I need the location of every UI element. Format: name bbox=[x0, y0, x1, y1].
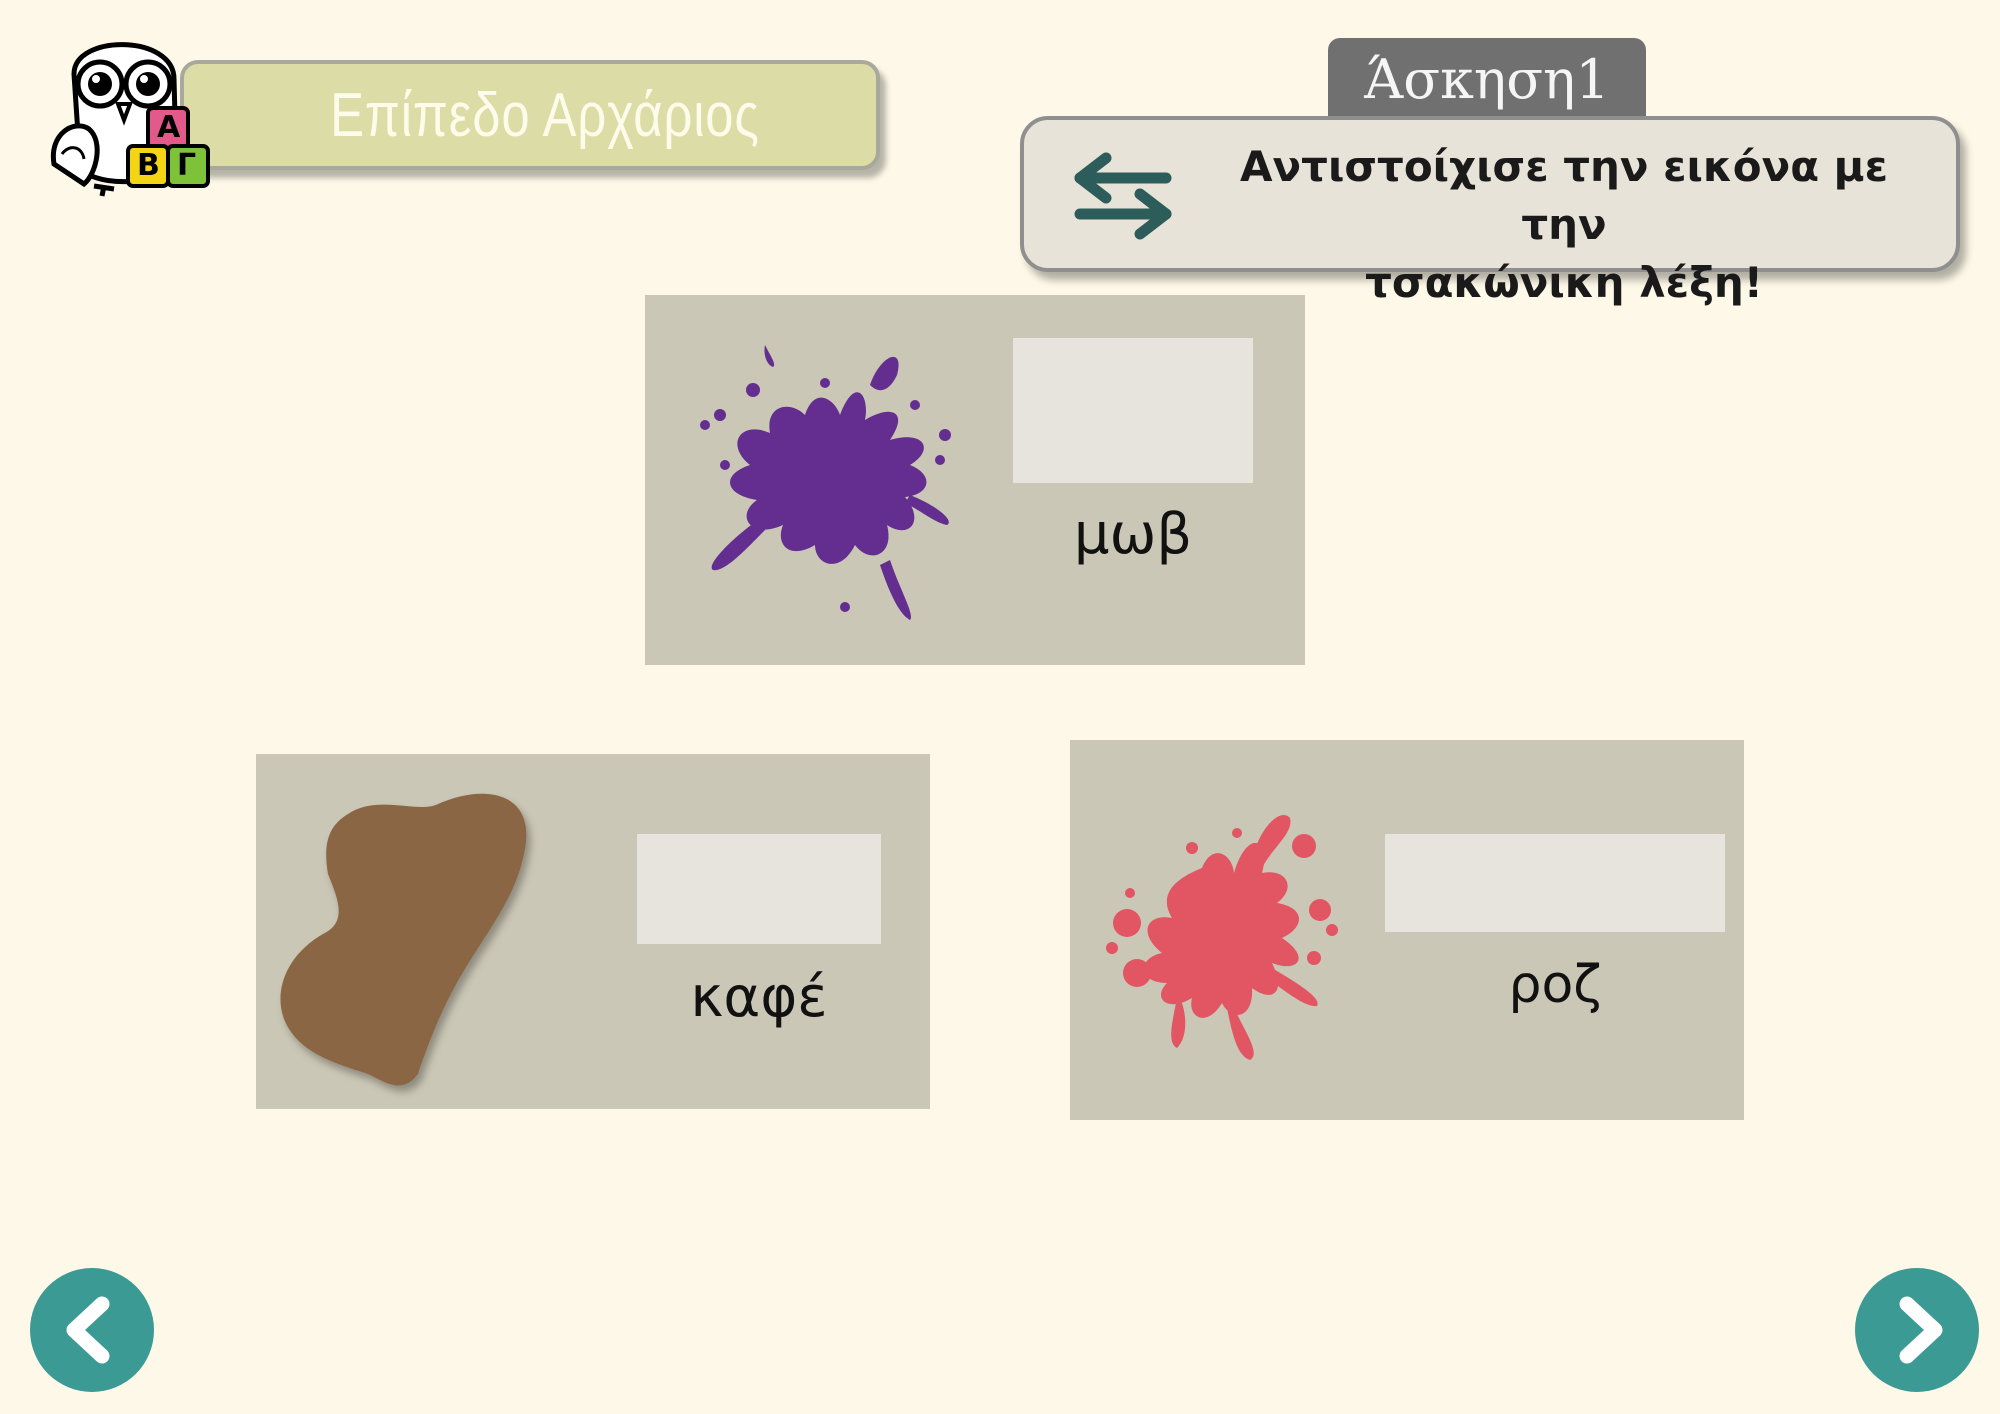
instruction-box: Αντιστοίχισε την εικόνα με την τσακώνικη… bbox=[1020, 116, 1960, 307]
instruction-line-2: τσακώνικη λέξη! bbox=[1365, 258, 1763, 307]
chevron-left-icon bbox=[66, 1296, 110, 1364]
next-button[interactable] bbox=[1855, 1268, 1979, 1392]
word-label-purple[interactable]: μωβ bbox=[1073, 502, 1193, 567]
block-letter-b: Β bbox=[137, 148, 160, 183]
block-letter-a: Α bbox=[157, 110, 181, 145]
drop-target-pink[interactable] bbox=[1385, 834, 1725, 932]
exercise-tab: Άσκηση1 bbox=[1328, 38, 1646, 120]
swap-arrows-icon bbox=[1068, 150, 1178, 240]
pink-paint-splash-icon[interactable] bbox=[1082, 798, 1372, 1078]
chevron-right-icon bbox=[1899, 1296, 1943, 1364]
purple-paint-splash-icon[interactable] bbox=[665, 315, 985, 645]
exercise-title: Άσκηση1 bbox=[1364, 47, 1610, 111]
brown-paint-blob-icon[interactable] bbox=[268, 774, 558, 1104]
instruction-text: Αντιστοίχισε την εικόνα με την τσακώνικη… bbox=[1204, 138, 1924, 312]
match-card-pink: ροζ bbox=[1070, 740, 1744, 1120]
instruction-line-1: Αντιστοίχισε την εικόνα με την bbox=[1240, 142, 1888, 249]
level-banner: Επίπεδο Αρχάριος bbox=[180, 60, 880, 170]
match-card-purple: μωβ bbox=[645, 295, 1305, 665]
drop-target-purple[interactable] bbox=[1013, 338, 1253, 483]
previous-button[interactable] bbox=[30, 1268, 154, 1392]
word-label-brown[interactable]: καφέ bbox=[690, 965, 828, 1030]
match-card-brown: καφέ bbox=[256, 754, 930, 1109]
word-label-pink[interactable]: ροζ bbox=[1508, 955, 1602, 1015]
drop-target-brown[interactable] bbox=[637, 834, 881, 944]
level-title: Επίπεδο Αρχάριος bbox=[330, 80, 760, 150]
owl-mascot-logo: Α Β Γ bbox=[44, 24, 224, 204]
block-letter-g: Γ bbox=[177, 148, 197, 183]
